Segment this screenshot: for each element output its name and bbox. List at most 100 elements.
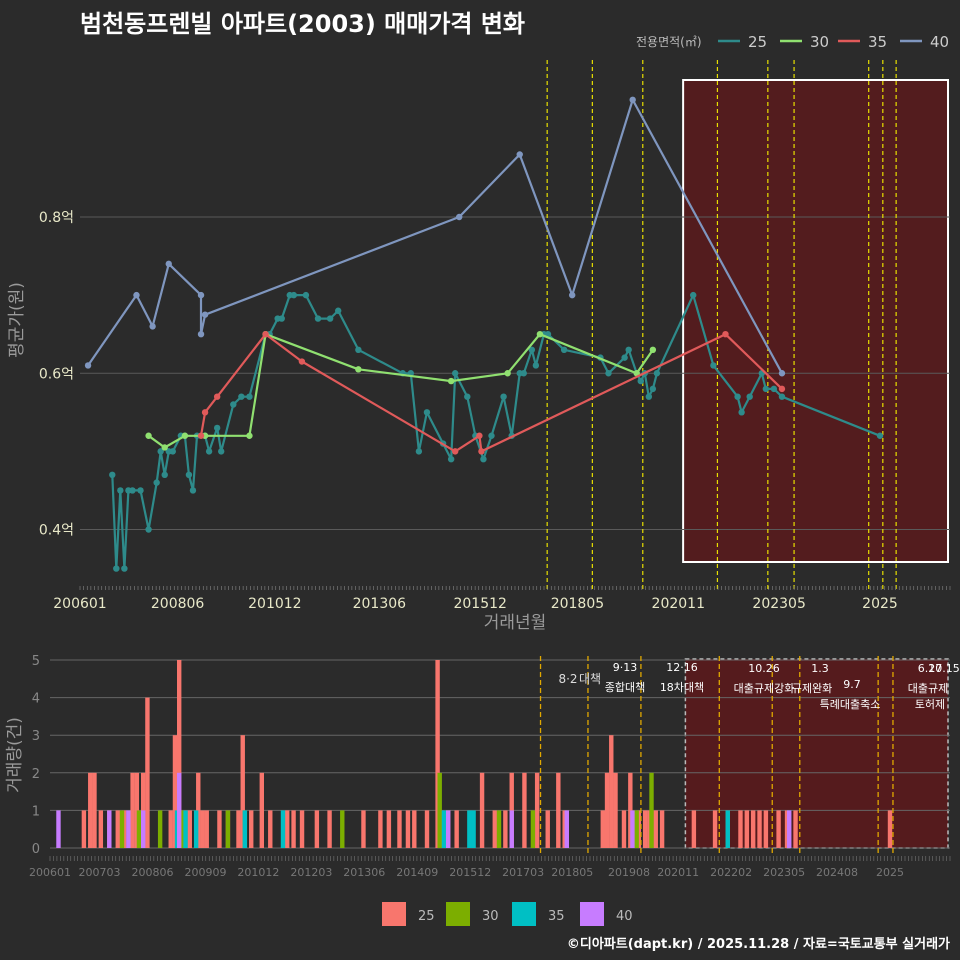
data-point-35 — [778, 385, 786, 393]
data-point-30 — [145, 432, 152, 439]
x-tick-label: 200806 — [151, 596, 205, 612]
bar-30 — [136, 810, 142, 848]
data-point-35 — [451, 448, 459, 455]
policy-label: 규제완화 — [792, 682, 832, 695]
bar-35 — [242, 810, 248, 848]
policy-date: 10.26 — [748, 662, 780, 675]
page-title: 범천동프렌빌 아파트(2003) 매매가격 변화 — [80, 10, 525, 38]
bar-30 — [157, 810, 163, 848]
bar-30 — [634, 810, 639, 848]
bar-25 — [217, 810, 222, 848]
bar-25 — [545, 810, 550, 848]
bar-y-tick-label: 4 — [32, 692, 40, 707]
bar-x-tick-label: 201512 — [449, 866, 491, 879]
data-point-25 — [637, 377, 644, 385]
bar-y-tick-label: 2 — [32, 767, 40, 782]
bar-25 — [503, 810, 508, 848]
policy-date: 10.15 — [928, 662, 960, 675]
footer-credit: ©디아파트(dapt.kr) / 2025.11.28 / 자료=국토교통부 실… — [566, 937, 950, 952]
bar-25 — [763, 810, 769, 848]
bar-25 — [168, 810, 173, 848]
bar-x-tick-label: 200806 — [132, 866, 174, 879]
data-point-25 — [532, 362, 540, 369]
data-point-25 — [480, 455, 487, 463]
data-point-25 — [334, 307, 342, 314]
data-point-25 — [157, 448, 164, 455]
bar-40 — [630, 810, 635, 848]
bar-x-tick-label: 200909 — [184, 866, 226, 879]
bar-25 — [613, 772, 618, 848]
data-point-25 — [109, 471, 116, 479]
bar-y-tick-label: 3 — [32, 729, 40, 744]
bar-40 — [140, 810, 146, 848]
data-point-25 — [423, 409, 431, 416]
bar-25 — [291, 810, 296, 848]
data-point-40 — [149, 323, 156, 330]
bar-legend-swatch-40 — [580, 902, 604, 926]
data-point-40 — [84, 362, 92, 369]
policy-date: 6.27 — [918, 662, 943, 675]
series-line-40 — [87, 98, 783, 374]
data-point-30 — [246, 432, 253, 439]
policy-label: 대출규제 — [908, 682, 948, 695]
bar-30 — [649, 772, 654, 848]
bar-35 — [183, 810, 188, 848]
data-point-25 — [528, 346, 536, 354]
data-point-25 — [876, 432, 884, 439]
series-line-30 — [147, 333, 654, 449]
bar-legend-label-35: 35 — [548, 909, 565, 924]
bar-25 — [268, 810, 273, 848]
bar-x-tick-label: 202202 — [710, 866, 752, 879]
bar-25 — [176, 660, 182, 848]
bar-25 — [556, 772, 561, 848]
bar-30 — [119, 810, 125, 848]
data-point-30 — [181, 432, 189, 439]
data-point-35 — [262, 330, 269, 338]
bar-25 — [522, 772, 527, 848]
bar-25 — [454, 810, 459, 848]
bar-25 — [609, 735, 614, 848]
bar-25 — [397, 810, 402, 848]
bar-25 — [285, 810, 290, 848]
bar-x-tick-label: 2025 — [876, 866, 904, 879]
data-point-25 — [145, 526, 152, 533]
bar-25 — [98, 810, 104, 848]
bar-x-tick-label: 201012 — [237, 866, 279, 879]
data-point-25 — [415, 448, 423, 455]
x-tick-label: 201012 — [248, 596, 301, 612]
bar-25 — [712, 810, 718, 848]
data-point-25 — [290, 291, 298, 299]
bar-25 — [887, 810, 893, 848]
policy-label: 대출규제강화 — [734, 682, 795, 695]
data-point-40 — [197, 291, 205, 299]
bar-25 — [744, 810, 750, 848]
data-point-25 — [560, 346, 568, 354]
policy-date: 9.7 — [843, 678, 861, 691]
data-point-25 — [746, 393, 753, 400]
bar-35 — [467, 810, 472, 848]
policy-date: 9·13 — [613, 661, 638, 674]
bar-legend-swatch-35 — [512, 902, 536, 926]
data-point-35 — [478, 448, 485, 455]
bar-35 — [725, 810, 730, 848]
legend-label-40: 40 — [930, 33, 949, 51]
policy-label: 종합대책 — [605, 681, 645, 694]
data-point-25 — [185, 471, 193, 479]
data-point-25 — [649, 385, 657, 393]
data-point-25 — [121, 565, 128, 572]
bar-25 — [204, 810, 209, 848]
data-point-40 — [133, 291, 140, 299]
bar-25 — [88, 772, 93, 848]
data-point-25 — [734, 393, 741, 400]
x-tick-label: 201805 — [551, 596, 604, 612]
bar-25 — [621, 810, 627, 848]
legend-label-30: 30 — [810, 33, 829, 51]
data-point-25 — [302, 291, 310, 299]
data-point-30 — [536, 330, 544, 338]
data-point-40 — [778, 370, 786, 377]
data-point-40 — [629, 96, 636, 104]
series-line-25 — [111, 294, 881, 570]
data-point-30 — [161, 444, 168, 451]
bar-25 — [130, 772, 135, 848]
